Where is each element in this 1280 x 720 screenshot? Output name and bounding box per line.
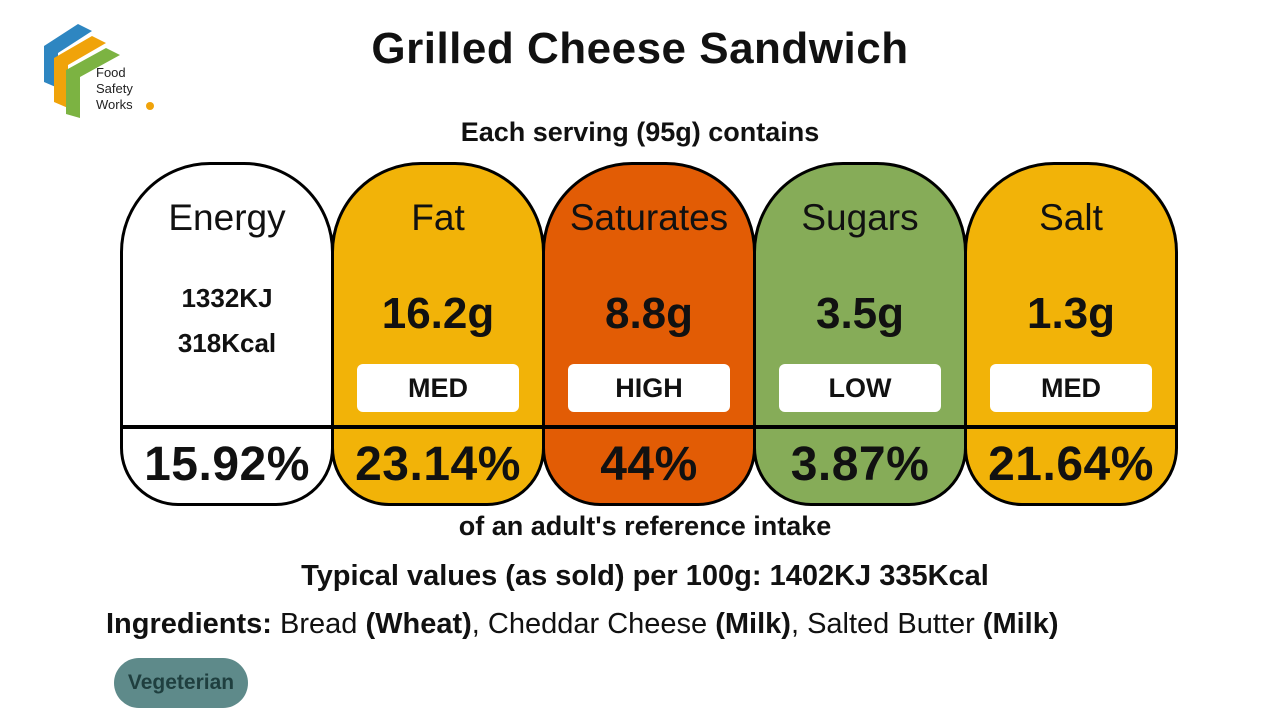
nutrient-value: 1.3g [1026, 289, 1116, 338]
card-divider [967, 425, 1175, 429]
ingredient-part: , Salted Butter [790, 608, 983, 640]
nutrient-card-saturates: Saturates 8.8g HIGH 44% [542, 162, 756, 506]
allergen: (Wheat) [365, 608, 472, 640]
nutrient-name: Saturates [569, 197, 729, 238]
logo-line-1: Food [96, 65, 126, 80]
logo-dot [146, 102, 154, 110]
nutrient-card-sugars: Sugars 3.5g LOW 3.87% [753, 162, 967, 506]
nutrient-name: Fat [411, 197, 465, 238]
level-badge: MED [990, 364, 1152, 412]
logo-text: Food Safety Works [96, 65, 133, 113]
level-badge: MED [357, 364, 519, 412]
nutrient-card-fat: Fat 16.2g MED 23.14% [331, 162, 545, 506]
energy-kj: 1332KJ [181, 283, 273, 313]
nutrient-value: 3.5g [815, 289, 905, 338]
ingredient-part: Bread [271, 608, 366, 640]
nutrient-name: Energy [168, 197, 286, 238]
card-divider [756, 425, 964, 429]
typical-values-text: Typical values (as sold) per 100g: 1402K… [301, 560, 989, 592]
card-divider [545, 425, 753, 429]
serving-text: Each serving (95g) contains [460, 117, 820, 147]
logo-line-2: Safety [96, 81, 133, 96]
nutrition-label: Energy 1332KJ 318Kcal 15.92% Fat 16.2g M… [120, 162, 1178, 506]
reference-intake-text: of an adult's reference intake [458, 511, 832, 541]
page-title: Grilled Cheese Sandwich [371, 24, 909, 73]
allergen: (Milk) [982, 608, 1059, 640]
nutrient-value: 8.8g [604, 289, 694, 338]
card-divider [334, 425, 542, 429]
allergen: (Milk) [715, 608, 791, 640]
nutrient-percent: 44% [600, 438, 698, 491]
ingredients-label: Ingredients: [106, 608, 272, 640]
nutrient-card-salt: Salt 1.3g MED 21.64% [964, 162, 1178, 506]
logo-line-3: Works [96, 97, 133, 112]
ingredient-part: , Cheddar Cheese [471, 608, 716, 640]
level-badge: HIGH [568, 364, 730, 412]
nutrient-percent: 23.14% [355, 438, 521, 491]
food-safety-works-logo: Food Safety Works [40, 18, 170, 118]
nutrient-percent: 3.87% [790, 438, 930, 491]
nutrient-name: Sugars [801, 197, 919, 238]
nutrient-percent: 15.92% [144, 438, 310, 491]
card-divider [123, 425, 331, 429]
ingredients-line: Ingredients: Bread (Wheat), Cheddar Chee… [106, 608, 1059, 641]
nutrient-percent: 21.64% [988, 438, 1154, 491]
level-badge: LOW [779, 364, 941, 412]
nutrient-name: Salt [1039, 197, 1103, 238]
logo-stripes-icon [44, 24, 120, 118]
vegetarian-badge: Vegeterian [114, 658, 248, 708]
nutrient-value: 16.2g [381, 289, 495, 338]
nutrient-card-energy: Energy 1332KJ 318Kcal 15.92% [120, 162, 334, 506]
energy-kcal: 318Kcal [177, 328, 277, 358]
